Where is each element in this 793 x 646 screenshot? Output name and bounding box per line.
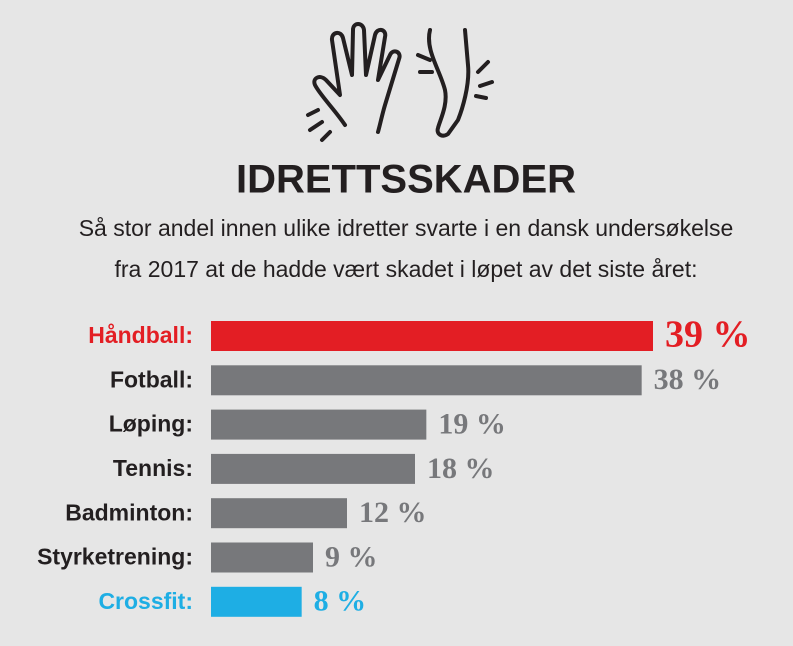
- chart-title: IDRETTSSKADER: [236, 158, 576, 202]
- category-label: Badminton:: [65, 499, 193, 525]
- category-label: Løping:: [109, 411, 193, 437]
- value-label: 12 %: [359, 496, 427, 529]
- value-label: 8 %: [314, 585, 367, 618]
- category-label: Styrketrening:: [37, 544, 193, 570]
- category-label: Fotball:: [110, 366, 193, 392]
- subtitle: Så stor andel innen ulike idretter svart…: [79, 215, 734, 241]
- value-label: 9 %: [325, 540, 378, 573]
- value-label: 39 %: [665, 314, 751, 356]
- category-label: Crossfit:: [98, 588, 193, 614]
- value-label: 19 %: [438, 407, 506, 440]
- subtitle: fra 2017 at de hadde vært skadet i løpet…: [115, 256, 698, 282]
- bar: [211, 321, 653, 351]
- bar: [211, 409, 427, 440]
- bar: [211, 365, 642, 396]
- icon: [306, 22, 494, 142]
- value-label: 38 %: [654, 363, 722, 396]
- bar: [211, 453, 415, 484]
- bar: [211, 498, 347, 529]
- bar: [211, 586, 302, 617]
- value-label: 18 %: [427, 452, 495, 485]
- category-label: Håndball:: [88, 322, 193, 348]
- category-label: Tennis:: [113, 455, 193, 481]
- bar: [211, 542, 313, 573]
